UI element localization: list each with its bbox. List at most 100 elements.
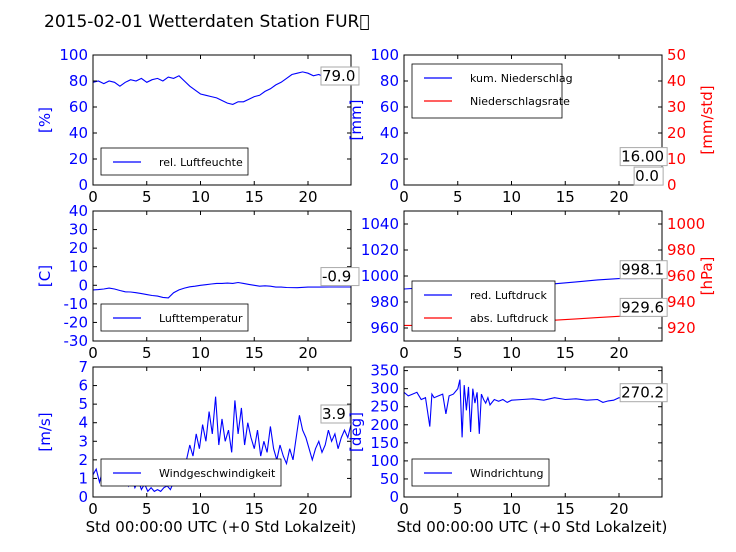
x-tick-label: 20: [298, 188, 317, 206]
y-right-tick-label: 10: [667, 150, 686, 168]
x-tick-label: 15: [245, 188, 264, 206]
x-tick-label: 10: [502, 188, 521, 206]
y-right-tick-label: 940: [667, 293, 696, 311]
x-tick-label: 0: [399, 344, 409, 362]
annotation-label: 929.6: [621, 298, 664, 316]
annotation-label: -0.9: [322, 268, 351, 286]
panel-1: 0 5 10 15 20 0 20 40 60 80 100 [%] 79.0 rel. Luftfeuc…: [36, 46, 360, 206]
y-tick-label: 80: [69, 72, 88, 90]
y-tick-label: 40: [69, 124, 88, 142]
y-tick-label: 2: [78, 451, 88, 469]
y-axis-label: [mm]: [347, 100, 365, 141]
x-tick-label: 20: [609, 188, 628, 206]
y-right-tick-label: 20: [667, 124, 686, 142]
y-tick-label: 20: [380, 150, 399, 168]
y-tick-label: 60: [69, 98, 88, 116]
y-tick-label: 1020: [361, 241, 399, 259]
x-tick-label: 5: [142, 344, 152, 362]
y-tick-label: 100: [370, 452, 399, 470]
y-tick-label: 5: [78, 395, 88, 413]
series-line-1: [404, 379, 662, 438]
legend-label: rel. Luftfeuchte: [159, 156, 243, 169]
x-tick-label: 20: [609, 500, 628, 518]
y-right-tick-label: 960: [667, 267, 696, 285]
y-tick-label: 3: [78, 432, 88, 450]
y-right-tick-label: 1000: [667, 215, 705, 233]
annotation-label: 998.1: [621, 261, 664, 279]
x-tick-label: 5: [142, 500, 152, 518]
y-tick-label: -20: [64, 313, 89, 331]
plot-frame: [92, 54, 352, 186]
y-axis-label-right: [hPa]: [698, 257, 716, 296]
y-tick-label: 6: [78, 377, 88, 395]
annotation-label: 0.0: [635, 167, 659, 185]
y-right-tick-label: 0: [667, 176, 677, 194]
x-tick-label: 15: [556, 344, 575, 362]
x-tick-label: 10: [502, 344, 521, 362]
x-tick-label: 10: [191, 188, 210, 206]
y-tick-label: 50: [380, 470, 399, 488]
y-tick-label: -30: [64, 332, 89, 350]
y-tick-label: 0: [389, 176, 399, 194]
x-tick-label: 5: [453, 344, 463, 362]
legend-label: abs. Luftdruck: [470, 312, 549, 325]
annotation-label: 3.9: [322, 405, 346, 423]
y-tick-label: 200: [370, 416, 399, 434]
x-tick-label: 0: [88, 344, 98, 362]
y-tick-label: 980: [370, 293, 399, 311]
figure-title: 2015-02-01 Wetterdaten Station FUR : [44, 12, 370, 32]
y-right-tick-label: 980: [667, 241, 696, 259]
x-tick-label: 15: [556, 500, 575, 518]
x-tick-label: 20: [609, 344, 628, 362]
y-tick-label: 350: [370, 362, 399, 380]
x-tick-label: 10: [502, 500, 521, 518]
y-tick-label: 0: [389, 488, 399, 506]
y-tick-label: 40: [380, 124, 399, 142]
y-tick-label: 1000: [361, 267, 399, 285]
x-tick-label: 5: [453, 500, 463, 518]
x-tick-label: 15: [556, 188, 575, 206]
plot-frame: [403, 54, 663, 186]
y-tick-label: 1: [78, 469, 88, 487]
series-line-1: [93, 71, 351, 105]
x-tick-label: 20: [298, 344, 317, 362]
annotation-box: [619, 383, 668, 403]
y-right-tick-label: 40: [667, 72, 686, 90]
legend-label: Windrichtung: [470, 467, 543, 480]
y-tick-label: 0: [78, 276, 88, 294]
y-tick-label: 40: [69, 202, 88, 220]
x-tick-label: 10: [191, 500, 210, 518]
legend-label: red. Luftdruck: [470, 289, 547, 302]
x-tick-label: 0: [88, 188, 98, 206]
y-tick-label: 20: [69, 239, 88, 257]
y-tick-label: 1040: [361, 215, 399, 233]
y-tick-label: 300: [370, 380, 399, 398]
y-tick-label: 100: [370, 46, 399, 64]
panel-4: 0 5 10 15 20 960 980 1000 1020 1040 920 940 960 980 10…: [361, 210, 716, 362]
panel-2: 0 5 10 15 20 0 20 40 60 80 100 0 10 20 30 40 50 [mm] [mm/s…: [347, 46, 716, 206]
y-tick-label: 30: [69, 221, 88, 239]
y-axis-label-right: [mm/std]: [698, 85, 716, 154]
y-axis-label: [%]: [36, 107, 54, 133]
x-tick-label: 5: [142, 188, 152, 206]
annotation-box: [320, 267, 360, 287]
y-right-tick-label: 50: [667, 46, 686, 64]
y-right-tick-label: 30: [667, 98, 686, 116]
y-tick-label: 7: [78, 358, 88, 376]
plot-frame: [403, 366, 663, 498]
y-tick-label: 20: [69, 150, 88, 168]
x-tick-label: 0: [399, 188, 409, 206]
y-tick-label: 100: [59, 46, 88, 64]
x-axis-label-right: Std 00:00:00 UTC (+0 Std Lokalzeit): [397, 518, 668, 536]
x-tick-label: 15: [245, 344, 264, 362]
y-axis-label: [C]: [36, 265, 54, 287]
y-tick-label: 60: [380, 98, 399, 116]
annotation-label: 16.00: [621, 148, 664, 166]
legend-label: Windgeschwindigkeit: [159, 467, 276, 480]
x-tick-label: 20: [298, 500, 317, 518]
x-tick-label: 0: [399, 500, 409, 518]
annotation-box: [619, 147, 668, 167]
